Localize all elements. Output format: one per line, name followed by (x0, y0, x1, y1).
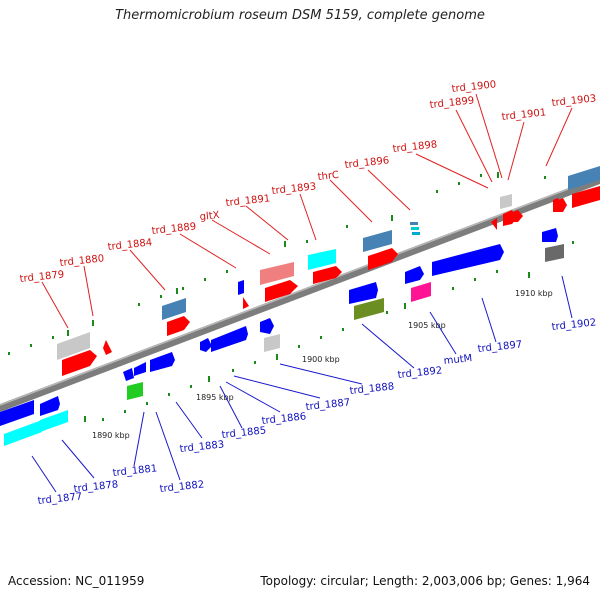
gene-label: trd_1878 (73, 479, 119, 495)
reverse-gene-labels: trd_1877 trd_1878 trd_1881 trd_1882 trd_… (37, 317, 597, 507)
gene-glyph (162, 298, 186, 320)
gene-glyph (308, 249, 336, 270)
gene-label: trd_1891 (225, 193, 271, 209)
gene-label: trd_1884 (107, 237, 153, 253)
scale-label: 1905 kbp (408, 321, 446, 330)
gene-label: trd_1901 (501, 107, 547, 123)
gene-glyph (513, 210, 523, 222)
backbone (0, 176, 600, 412)
gene-label: trd_1896 (344, 155, 390, 171)
gene-label: gltX (199, 210, 220, 223)
gene-glyph (200, 338, 212, 352)
scale-labels: 1890 kbp 1895 kbp 1900 kbp 1905 kbp 1910… (92, 289, 553, 440)
gene-glyph (260, 318, 274, 334)
gene-glyph (260, 262, 294, 285)
gene-label: trd_1898 (392, 139, 438, 155)
gene-glyph (123, 368, 134, 381)
gene-glyph (354, 298, 384, 320)
gene-glyph (491, 218, 497, 230)
gene-label: trd_1902 (551, 317, 597, 333)
gene-label: trd_1887 (305, 397, 351, 413)
gene-glyph (0, 400, 34, 426)
gene-label: trd_1881 (112, 463, 158, 479)
gene-glyph (412, 232, 420, 235)
gene-label: trd_1900 (451, 79, 497, 95)
scale-label: 1890 kbp (92, 431, 130, 440)
gene-glyph (57, 332, 90, 360)
gene-glyph (313, 266, 342, 284)
gene-glyph (134, 362, 146, 376)
gene-glyph (411, 282, 431, 302)
reverse-gene-glyphs (0, 228, 564, 446)
gene-glyph (411, 227, 419, 230)
topology-stats: Topology: circular; Length: 2,003,006 bp… (260, 574, 590, 588)
scale-label: 1895 kbp (196, 393, 234, 402)
gene-glyph (558, 198, 567, 212)
gene-label: thrC (317, 170, 339, 183)
gene-glyph (405, 266, 424, 284)
gene-label: trd_1897 (477, 339, 523, 355)
gene-glyph (243, 297, 249, 309)
scale-ticks (8, 172, 574, 422)
gene-glyph (150, 352, 175, 372)
gene-glyph (167, 316, 190, 336)
gene-label: trd_1903 (551, 93, 597, 109)
gene-glyph (349, 282, 378, 304)
gene-label: trd_1880 (59, 253, 105, 269)
gene-glyph (432, 244, 504, 276)
gene-label: trd_1892 (397, 365, 443, 381)
gene-label: trd_1888 (349, 381, 395, 397)
gene-label: trd_1879 (19, 269, 65, 285)
genome-title: Thermomicrobium roseum DSM 5159, complet… (115, 8, 485, 23)
forward-gene-labels: trd_1879 trd_1880 trd_1884 trd_1889 gltX… (19, 79, 597, 285)
gene-glyph (500, 194, 512, 209)
gene-glyph (572, 186, 600, 208)
gene-glyph (368, 248, 398, 270)
gene-glyph (264, 334, 280, 352)
gene-glyph (40, 396, 60, 416)
gene-glyph (127, 382, 143, 400)
gene-glyph (40, 410, 68, 432)
gene-label: trd_1883 (179, 439, 225, 455)
gene-glyph (62, 350, 97, 376)
label-leader-lines (31, 93, 573, 493)
gene-label: trd_1885 (221, 425, 267, 441)
gene-glyph (363, 230, 392, 252)
gene-label: trd_1889 (151, 221, 197, 237)
scale-label: 1910 kbp (515, 289, 553, 298)
gene-glyph (542, 228, 558, 242)
gene-label: trd_1882 (159, 479, 205, 495)
gene-glyph (545, 244, 564, 262)
gene-label: trd_1893 (271, 181, 317, 197)
scale-label: 1900 kbp (302, 355, 340, 364)
gene-glyph (4, 420, 42, 446)
gene-label: trd_1899 (429, 95, 475, 111)
gene-glyph (265, 280, 298, 302)
gene-label: mutM (443, 353, 473, 367)
forward-gene-glyphs (57, 166, 600, 376)
accession-text: Accession: NC_011959 (8, 574, 145, 588)
gene-glyph (238, 280, 244, 295)
gene-label: trd_1877 (37, 491, 83, 507)
gene-glyph (211, 326, 248, 352)
gene-label: trd_1886 (261, 411, 307, 427)
gene-glyph (568, 166, 600, 190)
gene-glyph (410, 222, 418, 225)
gene-glyph (103, 340, 112, 355)
